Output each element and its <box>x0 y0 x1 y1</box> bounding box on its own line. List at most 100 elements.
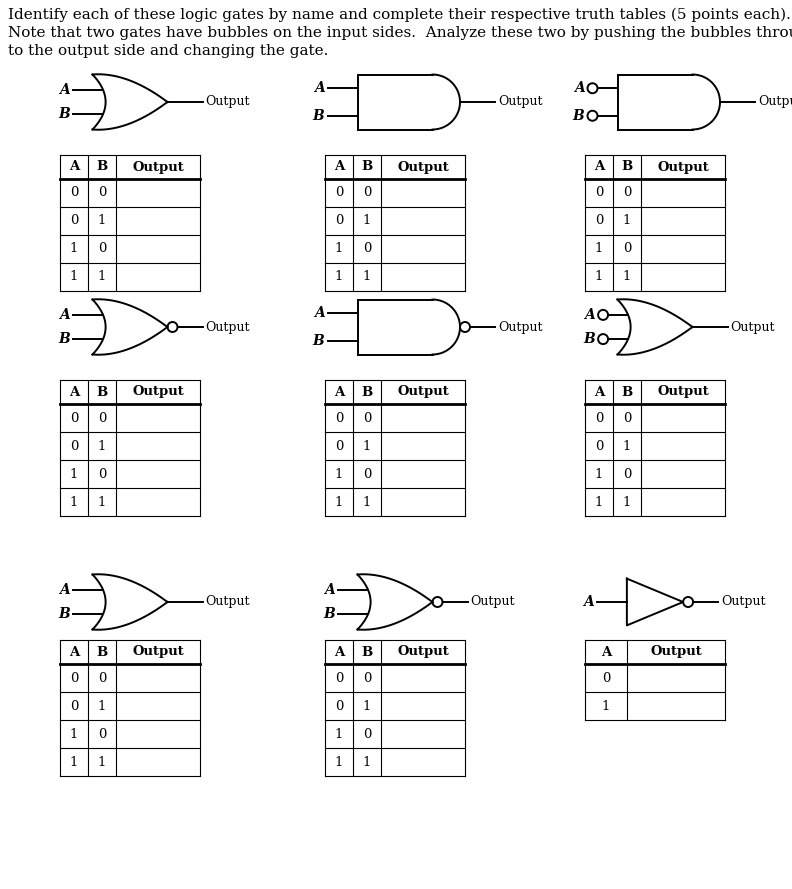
Text: Output: Output <box>657 161 709 173</box>
Text: 1: 1 <box>363 214 371 228</box>
Text: Output: Output <box>657 386 709 398</box>
Text: A: A <box>584 308 595 322</box>
Text: 0: 0 <box>70 412 78 425</box>
Text: B: B <box>97 386 108 398</box>
Text: B: B <box>313 333 325 348</box>
Text: 1: 1 <box>623 439 631 453</box>
Text: 0: 0 <box>335 187 343 199</box>
Text: 0: 0 <box>595 439 604 453</box>
Text: 1: 1 <box>98 439 106 453</box>
Text: Output: Output <box>205 596 250 608</box>
Text: Output: Output <box>397 161 449 173</box>
Text: Output: Output <box>397 645 449 659</box>
Text: Note that two gates have bubbles on the input sides.  Analyze these two by pushi: Note that two gates have bubbles on the … <box>8 26 792 40</box>
Text: Output: Output <box>397 386 449 398</box>
Text: Output: Output <box>205 95 250 108</box>
Text: 1: 1 <box>595 495 604 509</box>
Text: 0: 0 <box>602 671 610 685</box>
Text: A: A <box>601 645 611 659</box>
Text: Output: Output <box>650 645 702 659</box>
Text: 1: 1 <box>335 727 343 741</box>
Text: 0: 0 <box>335 412 343 425</box>
Text: 1: 1 <box>335 243 343 255</box>
Text: 0: 0 <box>70 439 78 453</box>
Text: 0: 0 <box>98 671 106 685</box>
Text: Output: Output <box>132 161 184 173</box>
Text: A: A <box>325 583 335 597</box>
Text: B: B <box>97 645 108 659</box>
Text: Identify each of these logic gates by name and complete their respective truth t: Identify each of these logic gates by na… <box>8 8 791 22</box>
Text: A: A <box>69 386 79 398</box>
Text: 1: 1 <box>363 756 371 768</box>
Text: 0: 0 <box>335 700 343 712</box>
Text: 1: 1 <box>98 700 106 712</box>
Text: Output: Output <box>758 95 792 108</box>
Text: 1: 1 <box>70 270 78 284</box>
Text: A: A <box>59 583 70 597</box>
Text: 0: 0 <box>70 700 78 712</box>
Text: A: A <box>594 161 604 173</box>
Text: 1: 1 <box>363 495 371 509</box>
Text: Output: Output <box>132 645 184 659</box>
Text: 1: 1 <box>623 214 631 228</box>
Text: 1: 1 <box>335 270 343 284</box>
Text: 1: 1 <box>363 270 371 284</box>
Text: 0: 0 <box>70 214 78 228</box>
Text: 1: 1 <box>335 495 343 509</box>
Text: 0: 0 <box>98 412 106 425</box>
Text: 1: 1 <box>363 439 371 453</box>
Text: A: A <box>314 306 325 320</box>
Text: A: A <box>594 386 604 398</box>
Text: 0: 0 <box>70 187 78 199</box>
Text: 0: 0 <box>98 243 106 255</box>
Text: 1: 1 <box>98 270 106 284</box>
Text: 1: 1 <box>623 495 631 509</box>
Text: A: A <box>583 595 594 609</box>
Text: 0: 0 <box>623 243 631 255</box>
Text: 0: 0 <box>363 727 371 741</box>
Text: A: A <box>69 645 79 659</box>
Text: 1: 1 <box>70 727 78 741</box>
Text: A: A <box>334 161 345 173</box>
Text: B: B <box>361 645 372 659</box>
Text: 0: 0 <box>363 468 371 480</box>
Text: Output: Output <box>470 596 515 608</box>
Text: B: B <box>59 607 70 621</box>
Text: B: B <box>622 161 633 173</box>
Text: 0: 0 <box>623 187 631 199</box>
Text: Output: Output <box>498 321 543 333</box>
Text: 1: 1 <box>595 270 604 284</box>
Text: 1: 1 <box>98 756 106 768</box>
Text: to the output side and changing the gate.: to the output side and changing the gate… <box>8 44 329 58</box>
Text: A: A <box>334 386 345 398</box>
Text: B: B <box>361 161 372 173</box>
Text: 0: 0 <box>363 243 371 255</box>
Text: Output: Output <box>722 596 766 608</box>
Text: 0: 0 <box>70 671 78 685</box>
Text: B: B <box>59 107 70 121</box>
Text: 0: 0 <box>595 187 604 199</box>
Text: B: B <box>584 332 595 346</box>
Text: B: B <box>573 108 584 123</box>
Text: A: A <box>573 81 584 95</box>
Text: 0: 0 <box>363 671 371 685</box>
Text: A: A <box>69 161 79 173</box>
Text: 0: 0 <box>623 468 631 480</box>
Text: Output: Output <box>205 321 250 333</box>
Text: B: B <box>59 332 70 346</box>
Text: 0: 0 <box>623 412 631 425</box>
Text: Output: Output <box>498 95 543 108</box>
Text: 0: 0 <box>335 439 343 453</box>
Text: 0: 0 <box>363 412 371 425</box>
Text: 1: 1 <box>98 214 106 228</box>
Text: Output: Output <box>132 386 184 398</box>
Text: 0: 0 <box>335 214 343 228</box>
Text: 0: 0 <box>595 214 604 228</box>
Text: 1: 1 <box>335 468 343 480</box>
Text: 1: 1 <box>595 243 604 255</box>
Text: B: B <box>622 386 633 398</box>
Text: 1: 1 <box>98 495 106 509</box>
Text: A: A <box>334 645 345 659</box>
Text: 1: 1 <box>70 243 78 255</box>
Text: 0: 0 <box>98 727 106 741</box>
